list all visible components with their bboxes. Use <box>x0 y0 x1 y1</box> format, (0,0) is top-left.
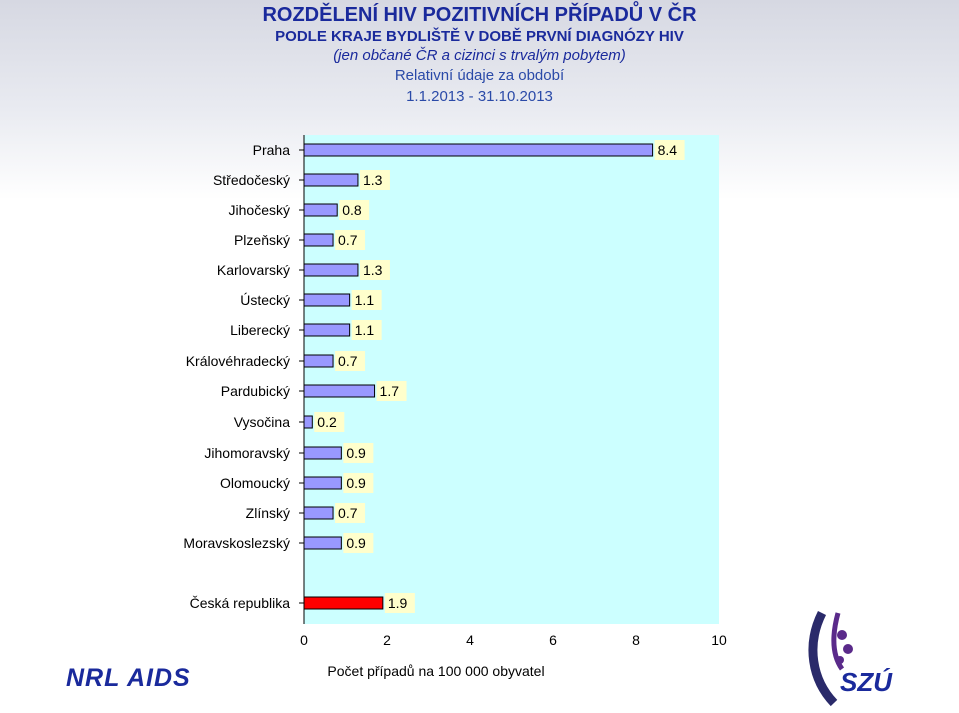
szu-logo-swoosh <box>808 610 838 707</box>
bar <box>303 173 359 187</box>
data-label-bg <box>654 140 685 160</box>
bar <box>303 354 334 368</box>
szu-logo-text: SZÚ <box>840 667 893 697</box>
data-label: 8.4 <box>658 142 678 158</box>
x-tick-label: 0 <box>300 632 308 648</box>
szu-logo: SZÚ <box>808 610 893 707</box>
x-axis-label: Počet případů na 100 000 obyvatel <box>327 663 544 679</box>
data-label-bg <box>314 412 345 432</box>
chart-subtitle: PODLE KRAJE BYDLIŠTĚ V DOBĚ PRVNÍ DIAGNÓ… <box>275 28 684 45</box>
category-label: Zlínský <box>246 505 290 521</box>
data-label: 0.9 <box>346 535 366 551</box>
category-label: Pardubický <box>221 383 290 399</box>
szu-logo-dot <box>837 630 847 640</box>
data-label-bg <box>335 351 366 371</box>
szu-logo-dot <box>836 656 844 664</box>
data-label-bg <box>376 381 407 401</box>
x-tick-label: 2 <box>383 632 391 648</box>
data-label: 1.3 <box>363 172 383 188</box>
chart-period: 1.1.2013 - 31.10.2013 <box>406 88 553 105</box>
bar <box>303 415 313 429</box>
data-label: 0.2 <box>317 414 337 430</box>
data-label-bg <box>343 443 374 463</box>
category-label: Ústecký <box>240 292 290 308</box>
chart-measure: Relativní údaje za období <box>394 67 565 84</box>
data-label-bg <box>343 473 374 493</box>
category-label: Plzeňský <box>234 232 290 248</box>
bar <box>303 536 342 550</box>
x-tick-label: 10 <box>711 632 727 648</box>
category-label: Jihomoravský <box>204 445 290 461</box>
data-label: 1.9 <box>388 595 408 611</box>
bar <box>303 203 338 217</box>
data-label: 1.1 <box>355 292 375 308</box>
data-label-bg <box>335 230 366 250</box>
category-label: Středočeský <box>213 172 290 188</box>
bar <box>303 476 342 490</box>
data-label: 1.7 <box>380 383 400 399</box>
category-label: Královéhradecký <box>186 353 290 369</box>
data-label-bg <box>359 170 390 190</box>
bar <box>303 323 351 337</box>
chart-note: (jen občané ČR a cizinci s trvalým pobyt… <box>333 47 626 64</box>
x-tick-label: 6 <box>549 632 557 648</box>
data-label: 0.7 <box>338 232 358 248</box>
bar-highlight <box>303 596 384 610</box>
x-tick-label: 4 <box>466 632 474 648</box>
category-label: Olomoucký <box>220 475 290 491</box>
data-label-bg <box>339 200 370 220</box>
data-label: 0.9 <box>346 475 366 491</box>
bar <box>303 506 334 520</box>
data-label-bg <box>343 533 374 553</box>
category-label: Liberecký <box>230 322 290 338</box>
bar <box>303 233 334 247</box>
data-label-bg <box>351 290 382 310</box>
bar <box>303 384 376 398</box>
data-label: 0.9 <box>346 445 366 461</box>
category-label: Karlovarský <box>217 262 290 278</box>
data-label-bg <box>384 593 415 613</box>
data-label: 1.3 <box>363 262 383 278</box>
chart-title: ROZDĚLENÍ HIV POZITIVNÍCH PŘÍPADŮ V ČR <box>262 4 697 26</box>
bar <box>303 263 359 277</box>
szu-logo-dot <box>843 644 853 654</box>
data-label: 0.7 <box>338 353 358 369</box>
nrl-aids-logo: NRL AIDS <box>66 664 191 692</box>
category-label: Moravskoslezský <box>183 535 290 551</box>
category-label: Česká republika <box>190 595 291 611</box>
data-label: 0.7 <box>338 505 358 521</box>
bar <box>303 143 654 157</box>
data-label: 1.1 <box>355 322 375 338</box>
data-label-bg <box>359 260 390 280</box>
data-label-bg <box>351 320 382 340</box>
data-label: 0.8 <box>342 202 362 218</box>
category-label: Jihočeský <box>229 202 290 218</box>
category-label: Vysočina <box>234 414 291 430</box>
szu-logo-stem <box>831 612 845 671</box>
bar <box>303 446 342 460</box>
data-label-bg <box>335 503 366 523</box>
category-label: Praha <box>253 142 291 158</box>
x-tick-label: 8 <box>632 632 640 648</box>
bar <box>303 293 351 307</box>
